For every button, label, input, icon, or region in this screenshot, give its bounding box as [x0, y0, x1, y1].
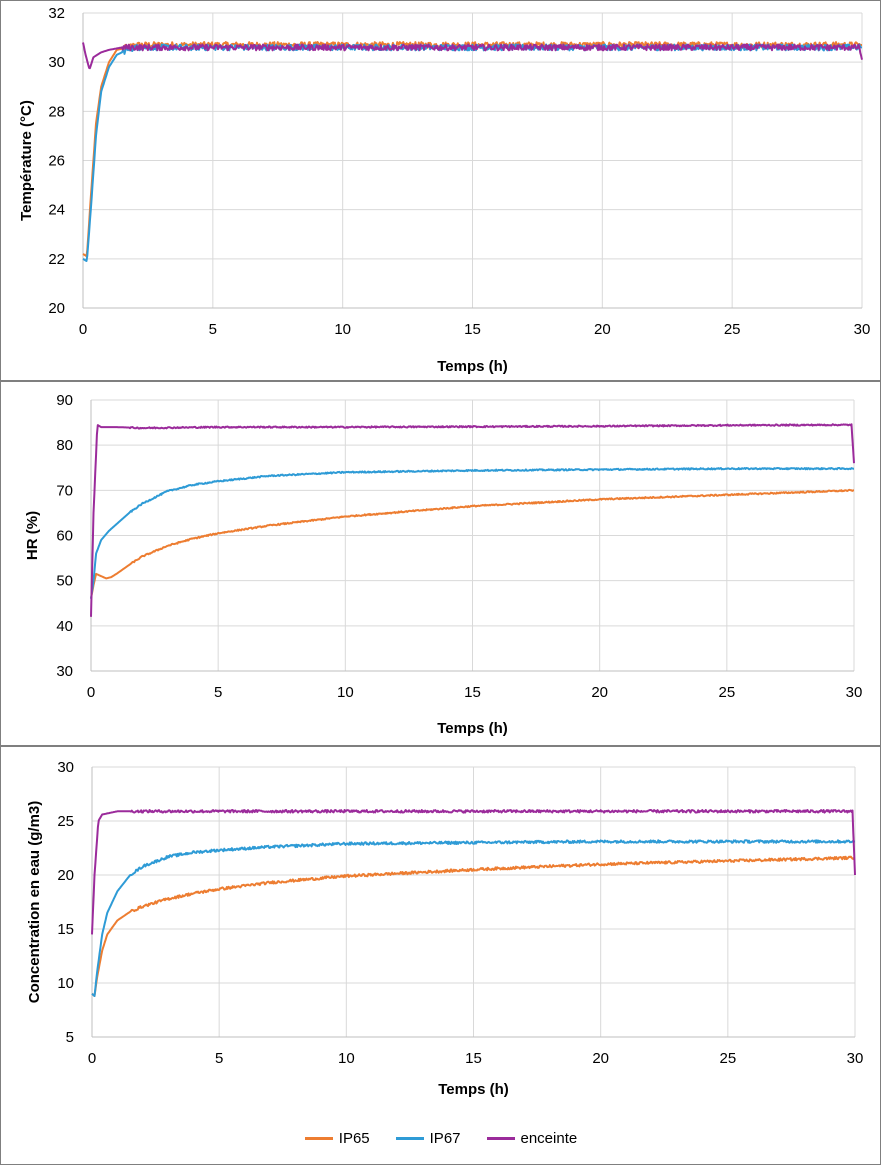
- y-tick-label: 24: [48, 202, 65, 219]
- x-tick-label: 20: [591, 684, 608, 701]
- y-axis-title: Concentration en eau (g/m3): [26, 801, 43, 1004]
- series-line-enceinte: [82, 42, 863, 70]
- x-tick-label: 15: [465, 1050, 482, 1067]
- y-tick-label: 60: [56, 528, 73, 545]
- legend-item-enceinte: enceinte: [486, 1128, 578, 1148]
- x-tick-label: 25: [719, 1050, 736, 1067]
- y-tick-label: 28: [48, 103, 65, 120]
- x-tick-label: 10: [337, 684, 354, 701]
- x-axis-title: Temps (h): [438, 1081, 509, 1098]
- y-tick-label: 80: [56, 437, 73, 454]
- x-tick-label: 30: [854, 321, 871, 338]
- x-tick-label: 30: [846, 684, 863, 701]
- legend-swatch-ip65: [304, 1136, 333, 1140]
- y-tick-label: 32: [48, 5, 65, 22]
- series-line-ip67: [90, 467, 855, 599]
- y-tick-label: 30: [48, 54, 65, 71]
- temperature-chart-panel: 20 22 24 26 28 30 32 0 5 10 15 20 25 30 Temps (h) Tempé…: [0, 0, 881, 381]
- y-tick-label: 50: [56, 573, 73, 590]
- x-tick-label: 0: [87, 684, 95, 701]
- x-tick-label: 30: [847, 1050, 864, 1067]
- x-tick-label: 10: [338, 1050, 355, 1067]
- y-tick-label: 30: [56, 663, 73, 680]
- x-axis-title: Temps (h): [437, 720, 508, 737]
- x-tick-label: 15: [464, 684, 481, 701]
- concentration-chart-panel: 5 10 15 20 25 30 0 5 10 15 20 25 30 Temps (h) Concentr…: [0, 746, 881, 1165]
- x-axis-title: Temps (h): [437, 358, 508, 375]
- y-tick-label: 20: [48, 300, 65, 317]
- x-tick-label: 10: [334, 321, 351, 338]
- legend-label-enceinte: enceinte: [520, 1129, 578, 1147]
- legend-item-ip67: IP67: [395, 1128, 461, 1148]
- y-tick-label: 90: [56, 392, 73, 409]
- legend: IP65 IP67 enceinte: [0, 1128, 882, 1148]
- y-tick-label: 22: [48, 251, 65, 268]
- x-tick-label: 0: [88, 1050, 96, 1067]
- y-tick-label: 70: [56, 482, 73, 499]
- humidity-chart: 30 40 50 60 70 80 90 0 5 10 15 20 25 30 Temps (h) HR (%…: [24, 392, 863, 737]
- series-line-ip67: [91, 839, 856, 997]
- series-line-enceinte: [90, 423, 855, 617]
- legend-swatch-enceinte: [486, 1136, 515, 1140]
- x-tick-label: 5: [214, 684, 222, 701]
- legend-item-ip65: IP65: [304, 1128, 370, 1148]
- x-tick-label: 0: [79, 321, 87, 338]
- y-tick-label: 30: [57, 759, 74, 776]
- legend-label-ip67: IP67: [429, 1129, 461, 1147]
- humidity-chart-panel: 30 40 50 60 70 80 90 0 5 10 15 20 25 30 Temps (h) HR (%…: [0, 381, 881, 746]
- series-line-ip65: [91, 855, 856, 997]
- legend-swatch-ip67: [395, 1136, 424, 1140]
- series-line-enceinte: [91, 809, 856, 935]
- x-tick-label: 15: [464, 321, 481, 338]
- legend-label-ip65: IP65: [338, 1129, 370, 1147]
- y-tick-label: 10: [57, 975, 74, 992]
- x-tick-label: 25: [724, 321, 741, 338]
- x-tick-label: 20: [592, 1050, 609, 1067]
- x-tick-label: 25: [718, 684, 735, 701]
- y-axis-title: Température (°C): [18, 100, 35, 221]
- y-axis-title: HR (%): [24, 511, 41, 560]
- temperature-chart: 20 22 24 26 28 30 32 0 5 10 15 20 25 30 Temps (h) Tempé…: [18, 5, 871, 375]
- x-tick-label: 5: [215, 1050, 223, 1067]
- y-tick-label: 25: [57, 813, 74, 830]
- series-line-ip65: [90, 488, 855, 599]
- y-tick-label: 40: [56, 618, 73, 635]
- y-tick-label: 26: [48, 153, 65, 170]
- y-tick-label: 20: [57, 867, 74, 884]
- y-tick-label: 5: [66, 1029, 74, 1046]
- x-tick-label: 5: [209, 321, 217, 338]
- y-tick-label: 15: [57, 921, 74, 938]
- x-tick-label: 20: [594, 321, 611, 338]
